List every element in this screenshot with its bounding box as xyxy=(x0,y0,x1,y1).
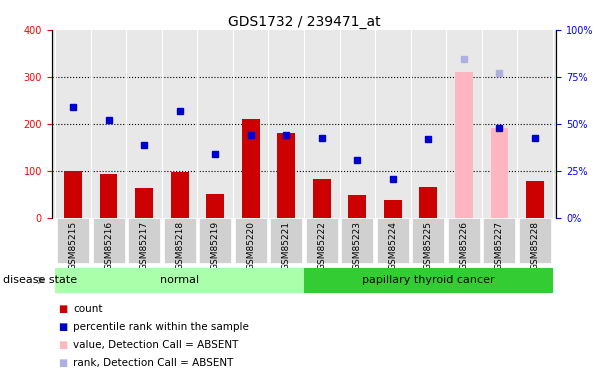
Bar xyxy=(64,171,82,217)
Text: GSM85219: GSM85219 xyxy=(210,221,219,270)
FancyBboxPatch shape xyxy=(235,218,267,263)
Text: GSM85225: GSM85225 xyxy=(424,221,433,270)
Bar xyxy=(313,179,331,218)
FancyBboxPatch shape xyxy=(270,218,302,263)
Bar xyxy=(420,187,437,218)
Text: GSM85215: GSM85215 xyxy=(69,221,77,270)
Bar xyxy=(100,174,117,217)
Text: value, Detection Call = ABSENT: value, Detection Call = ABSENT xyxy=(73,340,238,350)
Bar xyxy=(277,133,295,218)
FancyBboxPatch shape xyxy=(341,218,373,263)
FancyBboxPatch shape xyxy=(128,218,160,263)
FancyBboxPatch shape xyxy=(199,218,231,263)
Text: GSM85226: GSM85226 xyxy=(460,221,468,270)
Text: count: count xyxy=(73,304,103,314)
FancyBboxPatch shape xyxy=(412,218,444,263)
FancyBboxPatch shape xyxy=(377,218,409,263)
Text: GSM85217: GSM85217 xyxy=(140,221,148,270)
Bar xyxy=(242,119,260,218)
Bar xyxy=(135,188,153,218)
Title: GDS1732 / 239471_at: GDS1732 / 239471_at xyxy=(227,15,381,29)
FancyBboxPatch shape xyxy=(304,268,553,293)
Bar xyxy=(455,72,473,217)
Bar xyxy=(491,128,508,218)
Text: normal: normal xyxy=(160,275,199,285)
Text: GSM85221: GSM85221 xyxy=(282,221,291,270)
FancyBboxPatch shape xyxy=(57,218,89,263)
FancyBboxPatch shape xyxy=(92,218,125,263)
Text: disease state: disease state xyxy=(3,275,77,285)
Text: ■: ■ xyxy=(58,358,67,368)
Text: rank, Detection Call = ABSENT: rank, Detection Call = ABSENT xyxy=(73,358,233,368)
Bar xyxy=(348,195,366,217)
Text: GSM85228: GSM85228 xyxy=(531,221,539,270)
Bar xyxy=(526,181,544,218)
FancyBboxPatch shape xyxy=(55,268,304,293)
Text: papillary thyroid cancer: papillary thyroid cancer xyxy=(362,275,495,285)
FancyBboxPatch shape xyxy=(448,218,480,263)
Bar xyxy=(206,194,224,217)
Text: ■: ■ xyxy=(58,322,67,332)
FancyBboxPatch shape xyxy=(164,218,196,263)
Text: GSM85227: GSM85227 xyxy=(495,221,504,270)
Text: ■: ■ xyxy=(58,340,67,350)
FancyBboxPatch shape xyxy=(306,218,338,263)
Text: percentile rank within the sample: percentile rank within the sample xyxy=(73,322,249,332)
Text: GSM85218: GSM85218 xyxy=(175,221,184,270)
FancyBboxPatch shape xyxy=(483,218,516,263)
Text: GSM85216: GSM85216 xyxy=(104,221,113,270)
Bar xyxy=(171,172,188,217)
Text: ■: ■ xyxy=(58,304,67,314)
FancyBboxPatch shape xyxy=(519,218,551,263)
Text: GSM85224: GSM85224 xyxy=(389,221,398,270)
Text: GSM85223: GSM85223 xyxy=(353,221,362,270)
Text: GSM85222: GSM85222 xyxy=(317,221,326,270)
Text: GSM85220: GSM85220 xyxy=(246,221,255,270)
Bar xyxy=(384,200,402,217)
